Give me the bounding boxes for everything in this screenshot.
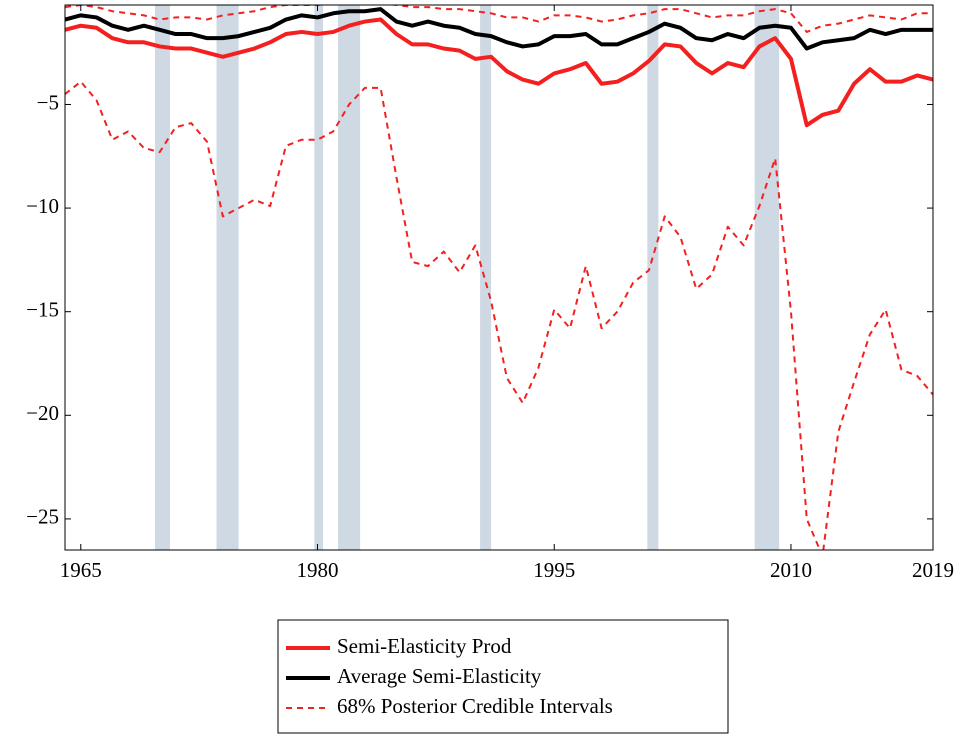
y-tick-label: −5 [37, 90, 59, 114]
legend-label: 68% Posterior Credible Intervals [337, 694, 613, 718]
plot-area [65, 5, 933, 550]
x-tick-label: 1980 [297, 558, 339, 582]
recession-band [154, 5, 170, 550]
series-line [65, 5, 933, 33]
x-tick-label: 1995 [533, 558, 575, 582]
x-tick-label: 2019 [912, 558, 954, 582]
recession-band [647, 5, 659, 550]
recession-band [480, 5, 492, 550]
y-tick-label: −10 [26, 194, 59, 218]
x-tick-label: 1965 [60, 558, 102, 582]
x-tick-label: 2010 [770, 558, 812, 582]
series-line [65, 80, 933, 550]
y-tick-label: −25 [26, 505, 59, 529]
recession-band [314, 5, 324, 550]
legend-label: Semi-Elasticity Prod [337, 634, 512, 658]
series-line [65, 7, 933, 51]
y-tick-label: −20 [26, 401, 59, 425]
legend-label: Average Semi-Elasticity [337, 664, 542, 688]
recession-band [338, 5, 361, 550]
y-tick-label: −15 [26, 298, 59, 322]
series-line [65, 17, 933, 128]
recession-band [216, 5, 239, 550]
recession-band [754, 5, 780, 550]
plot-frame [64, 4, 934, 551]
legend [277, 619, 729, 734]
